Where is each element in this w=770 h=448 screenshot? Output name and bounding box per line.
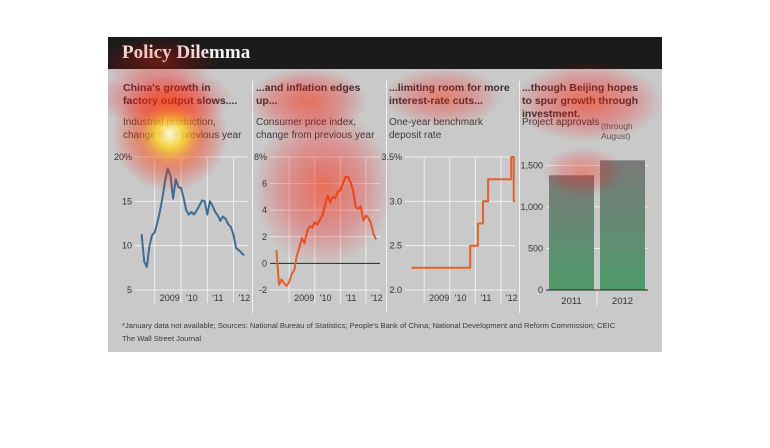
series-line	[411, 156, 515, 269]
footer: *January data not available; Sources: Na…	[122, 319, 652, 345]
series-line	[275, 176, 378, 287]
x-tick-label: '10	[320, 293, 332, 303]
bar	[549, 175, 594, 290]
y-tick-label: 6	[262, 179, 267, 189]
y-tick-label: 0	[538, 285, 543, 295]
x-tick-label: 2009	[429, 293, 449, 303]
series-line	[140, 167, 245, 268]
x-tick-label: '12	[506, 293, 518, 303]
x-tick-label: '12	[371, 293, 383, 303]
y-tick-label: 10	[122, 241, 132, 251]
chart-svg: 2.0 2.5 3.0 3.5% 2009 '10 '11 '12	[381, 152, 518, 303]
y-tick-label: 3.0	[389, 196, 402, 206]
x-tick-label: 2009	[160, 293, 180, 303]
policy-dilemma-graphic: Policy Dilemma China's growth in factory…	[108, 37, 662, 352]
y-tick-label: 2.5	[389, 241, 402, 251]
chart-svg: 5 10 15 20% 2009 '10 '11 '12	[114, 152, 251, 303]
y-tick-label: -2	[259, 285, 267, 295]
x-tick-label: 2012	[612, 296, 633, 307]
x-tick-label: '11	[480, 293, 491, 303]
panel-divider	[386, 81, 387, 313]
bar	[600, 160, 645, 290]
source-note: *January data not available; Sources: Na…	[122, 321, 616, 330]
y-tick-label: 15	[122, 196, 132, 206]
credit-line: The Wall Street Journal	[122, 334, 202, 343]
x-tick-label: '10	[186, 293, 198, 303]
x-tick-label: 2011	[561, 296, 581, 307]
x-tick-label: '10	[455, 293, 467, 303]
x-tick-label: '12	[239, 293, 251, 303]
x-tick-label: '11	[345, 293, 356, 303]
graphic-title: Policy Dilemma	[122, 42, 251, 63]
y-tick-label: 1,000	[520, 202, 543, 212]
panel-project-approvals: ...though Beijing hopes to spur growth t…	[520, 69, 650, 321]
y-tick-label: 8%	[254, 152, 267, 162]
y-tick-label: 2	[262, 232, 267, 242]
panel-divider	[519, 81, 520, 313]
y-tick-label: 4	[262, 205, 267, 215]
x-tick-label: '11	[212, 293, 223, 303]
y-tick-label: 5	[127, 285, 132, 295]
panel-consumer-price-index: ...and inflation edges up... Consumer pr…	[254, 69, 384, 321]
y-tick-label: 3.5%	[381, 152, 402, 162]
y-tick-label: 2.0	[389, 285, 402, 295]
x-tick-label: 2009	[294, 293, 314, 303]
chart-svg: -2 0 2 4 6 8% 2009 '10 '11 '12	[254, 152, 383, 303]
panel-industrial-production: China's growth in factory output slows..…	[114, 69, 250, 321]
panel-divider	[252, 81, 253, 313]
y-tick-label: 20%	[114, 152, 132, 162]
y-tick-label: 1,500	[520, 160, 543, 170]
panel-deposit-rate: ...limiting room for more interest-rate …	[381, 69, 518, 321]
y-tick-label: 500	[528, 243, 543, 253]
graphic-header: Policy Dilemma	[108, 37, 662, 69]
chart-svg: 0 500 1,000 1,500 2011 2012	[520, 160, 648, 307]
y-tick-label: 0	[262, 258, 267, 268]
